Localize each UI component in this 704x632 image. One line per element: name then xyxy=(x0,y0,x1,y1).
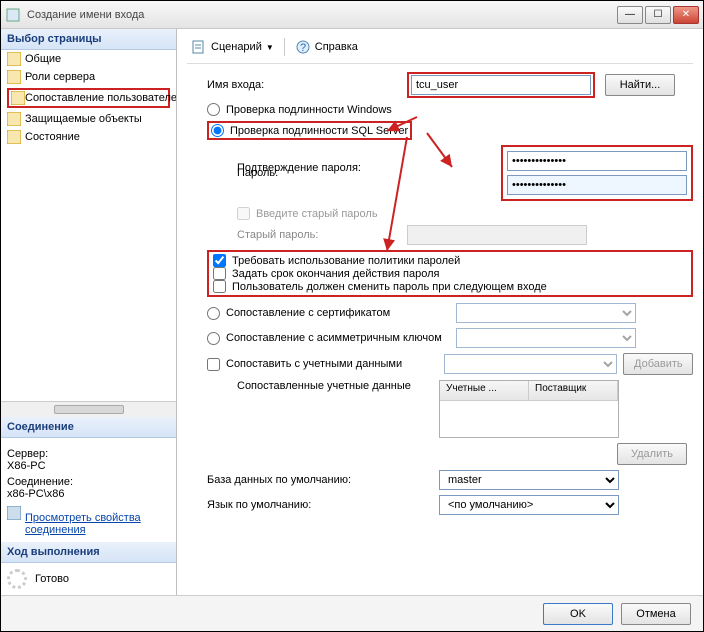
close-button[interactable]: ✕ xyxy=(673,6,699,24)
asym-select xyxy=(456,328,636,348)
maximize-button[interactable]: ☐ xyxy=(645,6,671,24)
delete-button: Удалить xyxy=(617,443,687,465)
dialog-footer: OK Отмена xyxy=(1,595,703,631)
main-panel: Сценарий ▼ ? Справка Имя входа: Найти...… xyxy=(177,29,703,595)
defaultdb-select[interactable]: master xyxy=(439,470,619,490)
sidebar-item-usermapping[interactable]: Сопоставление пользователе xyxy=(1,86,176,110)
sidebar: Выбор страницы Общие Роли сервера Сопост… xyxy=(1,29,177,595)
minimize-button[interactable]: — xyxy=(617,6,643,24)
add-button: Добавить xyxy=(623,353,693,375)
sidebar-scrollbar[interactable] xyxy=(1,401,176,417)
connection-value: x86-PC\x86 xyxy=(7,488,170,500)
window-title: Создание имени входа xyxy=(27,9,617,21)
sidebar-item-status[interactable]: Состояние xyxy=(1,128,176,146)
deflang-select[interactable]: <по умолчанию> xyxy=(439,495,619,515)
progress-status: Готово xyxy=(35,573,69,585)
connection-label: Соединение: xyxy=(7,476,170,488)
view-connection-props-link[interactable]: Просмотреть свойства соединения xyxy=(25,512,170,536)
deflang-label: Язык по умолчанию: xyxy=(187,499,439,511)
sidebar-item-serverroles[interactable]: Роли сервера xyxy=(1,68,176,86)
sidebar-pages-header: Выбор страницы xyxy=(1,29,176,50)
col-credential: Учетные ... xyxy=(440,381,529,400)
spinner-icon xyxy=(7,569,27,589)
cred-select xyxy=(444,354,617,374)
col-provider: Поставщик xyxy=(529,381,618,400)
sidebar-connection-header: Соединение xyxy=(1,417,176,438)
dialog-window: Создание имени входа — ☐ ✕ Выбор страниц… xyxy=(0,0,704,632)
sidebar-item-securables[interactable]: Защищаемые объекты xyxy=(1,110,176,128)
server-value: X86-PC xyxy=(7,460,170,472)
map-asym-label: Сопоставление с асимметричным ключом xyxy=(226,332,456,344)
map-cred-checkbox[interactable] xyxy=(207,358,220,371)
defaultdb-label: База данных по умолчанию: xyxy=(187,474,439,486)
cancel-button[interactable]: Отмена xyxy=(621,603,691,625)
sidebar-progress-header: Ход выполнения xyxy=(1,542,176,563)
server-label: Сервер: xyxy=(7,448,170,460)
app-icon xyxy=(5,7,21,23)
mapped-creds-label: Сопоставленные учетные данные xyxy=(187,380,439,392)
sidebar-item-general[interactable]: Общие xyxy=(1,50,176,68)
properties-icon xyxy=(7,506,21,523)
map-asym-radio[interactable] xyxy=(207,332,220,345)
map-cred-label: Сопоставить с учетными данными xyxy=(226,358,444,370)
annotation-arrows xyxy=(177,29,697,329)
mapped-creds-table: Учетные ... Поставщик xyxy=(439,380,619,438)
ok-button[interactable]: OK xyxy=(543,603,613,625)
titlebar: Создание имени входа — ☐ ✕ xyxy=(1,1,703,29)
